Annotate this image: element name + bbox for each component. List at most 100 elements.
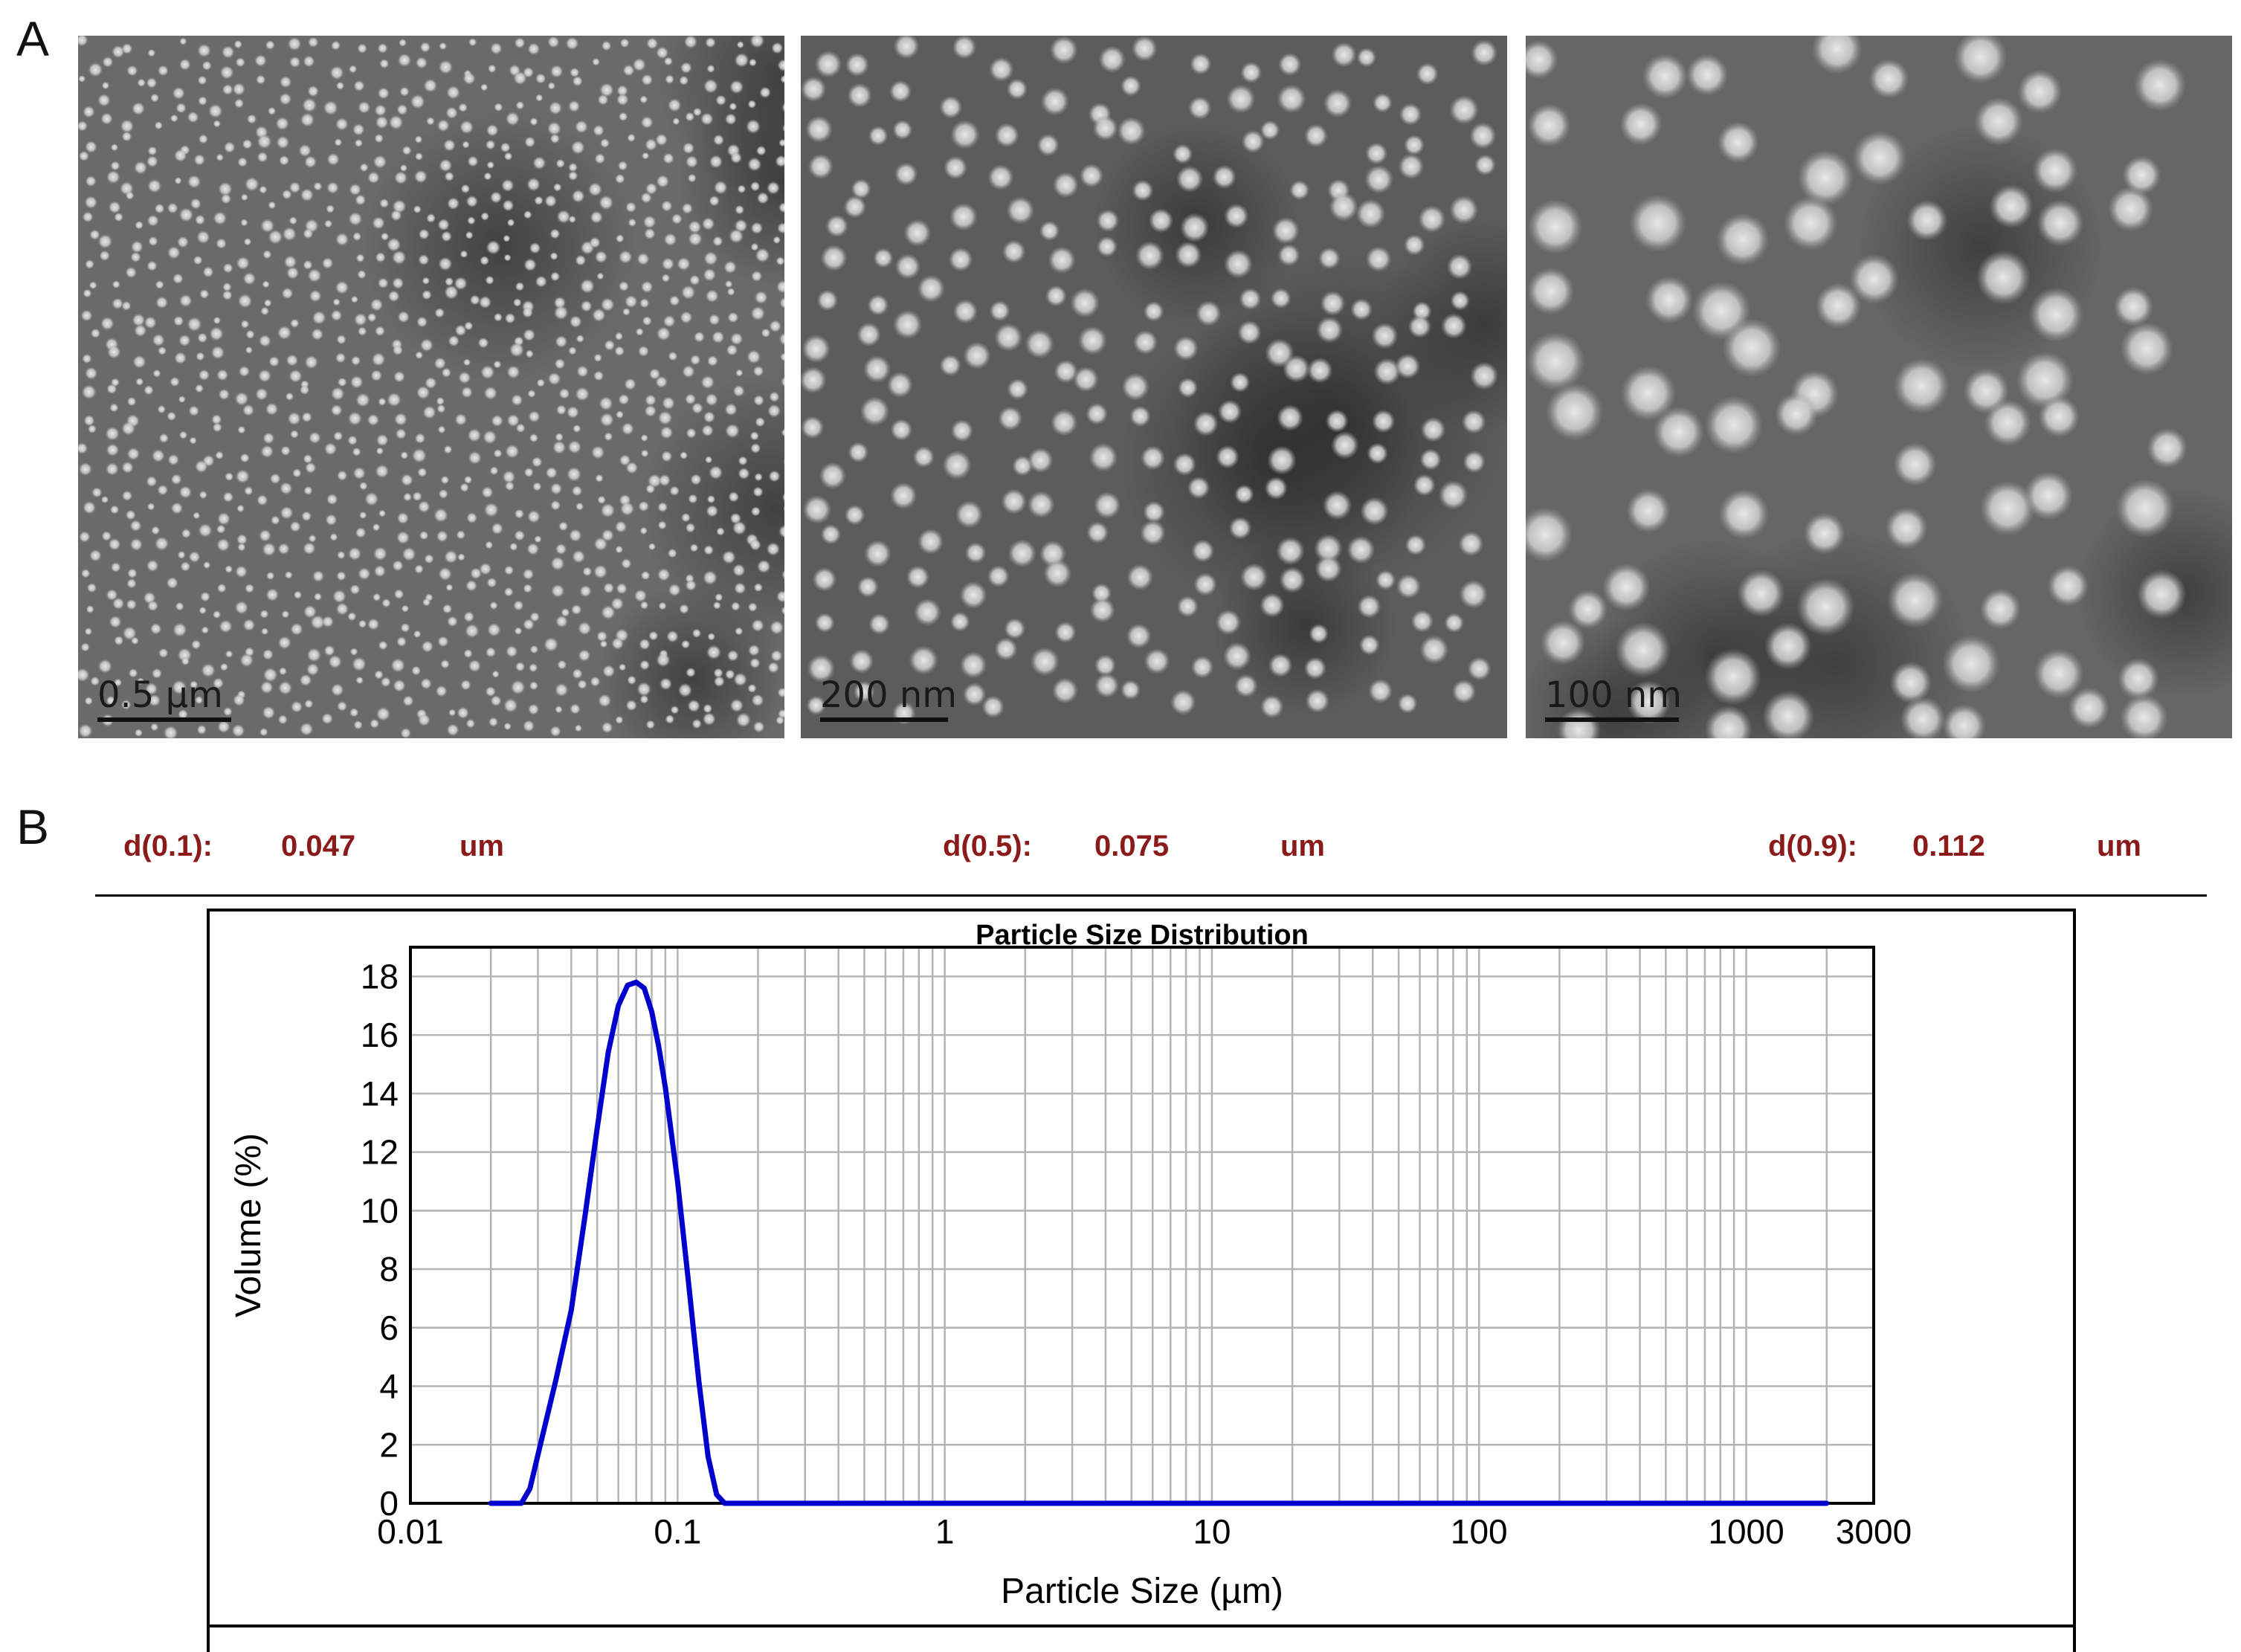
- nanoparticle: [1143, 301, 1164, 322]
- nanoparticle: [188, 405, 200, 416]
- nanoparticle: [1126, 623, 1152, 649]
- nanoparticle: [277, 714, 288, 725]
- nanoparticle: [399, 164, 408, 172]
- nanoparticle: [1357, 594, 1381, 619]
- nanoparticle: [734, 52, 749, 68]
- nanoparticle: [712, 601, 721, 610]
- nanoparticle: [619, 250, 633, 264]
- nanoparticle: [627, 133, 636, 143]
- nanoparticle: [624, 378, 636, 390]
- nanoparticle: [323, 219, 333, 228]
- nanoparticle: [658, 474, 671, 487]
- nanoparticle: [306, 648, 321, 662]
- nanoparticle: [236, 504, 245, 513]
- nanoparticle: [175, 601, 184, 611]
- nanoparticle: [503, 587, 514, 597]
- nanoparticle: [1459, 579, 1489, 609]
- nanoparticle: [989, 300, 1010, 322]
- nanoparticle: [738, 456, 748, 466]
- nanoparticle: [1096, 209, 1120, 233]
- nanoparticle: [480, 212, 489, 221]
- nanoparticle: [640, 116, 654, 129]
- nanoparticle: [80, 568, 91, 578]
- nanoparticle: [1132, 329, 1158, 355]
- nanoparticle: [370, 298, 384, 312]
- nanoparticle: [157, 65, 169, 77]
- nanoparticle: [569, 529, 582, 542]
- nanoparticle: [572, 668, 583, 680]
- nanoparticle: [236, 256, 250, 270]
- nanoparticle: [547, 82, 555, 90]
- nanoparticle: [146, 77, 158, 88]
- nanoparticle: [321, 257, 334, 269]
- nanoparticle: [212, 677, 224, 689]
- nanoparticle: [712, 134, 725, 146]
- nanoparticle: [1315, 555, 1342, 583]
- nanoparticle: [334, 138, 343, 146]
- nanoparticle: [648, 368, 661, 380]
- nanoparticle: [618, 280, 629, 292]
- nanoparticle: [479, 562, 492, 575]
- nanoparticle: [510, 680, 526, 695]
- nanoparticle: [277, 325, 292, 341]
- nanoparticle: [524, 136, 536, 148]
- nanoparticle: [485, 647, 497, 658]
- nanoparticle: [615, 715, 624, 724]
- nanoparticle: [1241, 129, 1265, 153]
- nanoparticle: [515, 662, 526, 672]
- nanoparticle: [1223, 249, 1253, 279]
- nanoparticle: [661, 200, 673, 212]
- nanoparticle: [413, 205, 422, 214]
- nanoparticle: [939, 95, 963, 119]
- nanoparticle: [685, 112, 695, 122]
- nanoparticle: [245, 583, 255, 593]
- nanoparticle: [416, 316, 428, 328]
- nanoparticle: [374, 133, 384, 143]
- nanoparticle: [125, 266, 138, 279]
- nanoparticle: [781, 606, 784, 616]
- nanoparticle: [754, 291, 768, 304]
- nanoparticle: [352, 447, 361, 456]
- nanoparticle: [187, 317, 202, 332]
- d10-value: 0.047: [281, 830, 356, 862]
- nanoparticle: [213, 211, 228, 225]
- nanoparticle: [736, 41, 744, 49]
- nanoparticle: [1356, 47, 1377, 68]
- nanoparticle: [687, 173, 697, 183]
- nanoparticle: [505, 444, 520, 459]
- nanoparticle: [622, 64, 635, 77]
- nanoparticle: [445, 584, 454, 592]
- nanoparticle: [751, 694, 764, 707]
- nanoparticle: [303, 485, 313, 495]
- nanoparticle: [400, 622, 410, 633]
- nanoparticle: [733, 672, 747, 687]
- nanoparticle: [1397, 693, 1418, 714]
- nanoparticle: [1177, 377, 1199, 399]
- nanoparticle: [335, 81, 345, 91]
- nanoparticle: [535, 94, 544, 102]
- nanoparticle: [438, 256, 453, 271]
- nanoparticle: [493, 448, 503, 458]
- nanoparticle: [353, 720, 363, 730]
- nanoparticle: [86, 582, 97, 593]
- nanoparticle: [1718, 488, 1770, 540]
- nanoparticle: [255, 387, 268, 401]
- nanoparticle: [372, 523, 381, 532]
- nanoparticle: [770, 650, 783, 662]
- nanoparticle: [659, 677, 672, 691]
- nanoparticle: [802, 494, 832, 524]
- nanoparticle: [106, 384, 117, 395]
- nanoparticle: [152, 369, 161, 378]
- nanoparticle: [355, 254, 365, 263]
- nanoparticle: [551, 584, 565, 598]
- nanoparticle: [447, 197, 460, 210]
- nanoparticle: [1045, 285, 1067, 307]
- nanoparticle: [768, 470, 781, 483]
- nanoparticle: [1218, 399, 1242, 424]
- nanoparticle: [288, 369, 303, 383]
- nanoparticle: [172, 86, 185, 100]
- nanoparticle: [511, 394, 523, 407]
- nanoparticle: [422, 405, 436, 419]
- nanoparticle: [1140, 520, 1166, 546]
- nanoparticle: [84, 627, 93, 636]
